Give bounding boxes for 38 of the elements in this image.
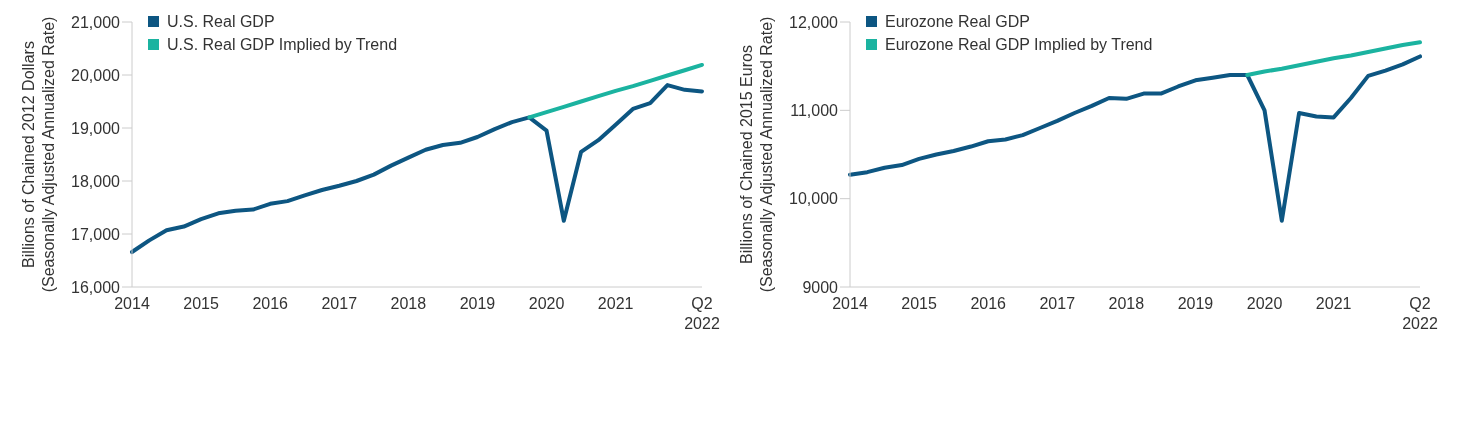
y-tick-label: 18,000 <box>71 172 121 190</box>
legend-label: Eurozone Real GDP Implied by Trend <box>885 35 1153 54</box>
x-tick-label: 2021 <box>597 295 634 312</box>
x-tick-label: 2014 <box>114 295 150 312</box>
x-tick-label: 2020 <box>528 295 565 312</box>
legend-label: Eurozone Real GDP <box>885 12 1030 31</box>
line-series <box>848 54 1422 223</box>
y-tick-label: 10,000 <box>789 190 839 208</box>
x-tick-label: Q2 2022 <box>684 295 720 332</box>
y-tick-label: 20,000 <box>71 66 121 84</box>
y-tick-label: 12,000 <box>789 13 839 31</box>
y-tick-label: 9000 <box>802 278 839 296</box>
x-tick-label: 2016 <box>970 295 1007 312</box>
x-tick-label: 2019 <box>459 295 496 312</box>
x-tick-label: 2015 <box>183 295 219 312</box>
x-tick-label: 2018 <box>1108 295 1145 312</box>
y-tick-label: 11,000 <box>790 102 839 120</box>
y-tick-label: 21,000 <box>71 13 121 31</box>
legend-label: U.S. Real GDP Implied by Trend <box>167 35 398 54</box>
x-tick-label: 2017 <box>1039 295 1076 312</box>
y-tick-label: 16,000 <box>71 278 121 296</box>
x-tick-label: 2014 <box>832 295 868 312</box>
x-tick-label: 2017 <box>321 295 358 312</box>
line-series <box>1245 40 1422 77</box>
x-tick-label: 2015 <box>901 295 937 312</box>
x-tick-label: 2016 <box>252 295 289 312</box>
y-axis-title: Billions of Chained 2012 Dollars (Seasonally Adjusted Annualized Rate) <box>20 16 57 293</box>
y-axis-title: Billions of Chained 2015 Euros (Seasonally Adjusted Annualized Rate) <box>738 16 775 293</box>
x-tick-label: Q2 2022 <box>1402 295 1438 332</box>
y-tick-label: 17,000 <box>71 225 121 243</box>
y-tick-label: 19,000 <box>71 119 121 137</box>
x-tick-label: 2021 <box>1315 295 1352 312</box>
x-tick-label: 2020 <box>1246 295 1283 312</box>
x-tick-label: 2018 <box>390 295 427 312</box>
line-series <box>527 62 704 120</box>
legend-label: U.S. Real GDP <box>167 12 275 31</box>
line-series <box>130 83 704 255</box>
x-tick-label: 2019 <box>1177 295 1214 312</box>
